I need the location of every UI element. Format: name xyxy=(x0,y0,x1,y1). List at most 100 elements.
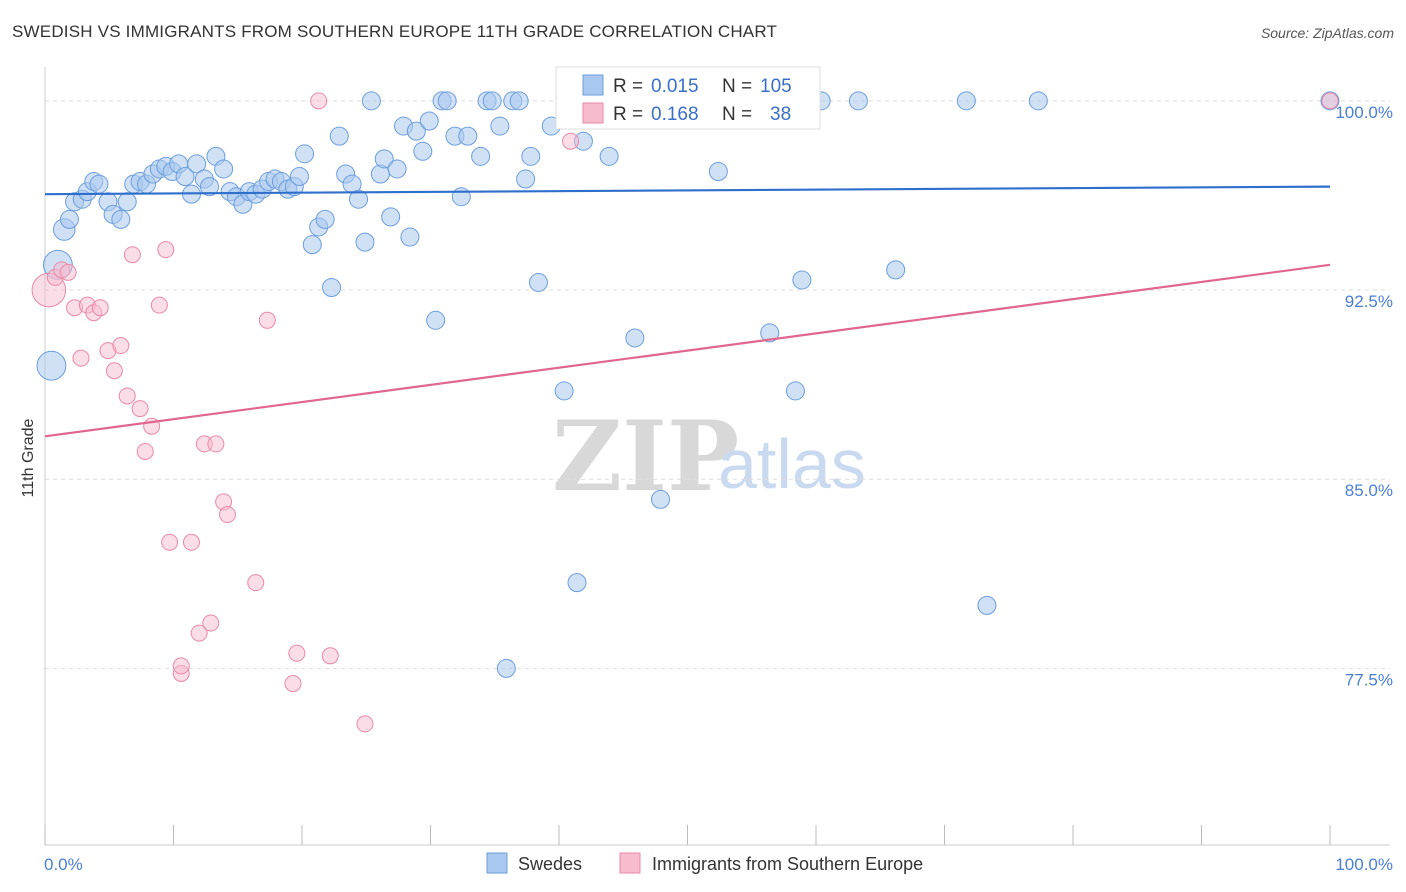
legend-label-swedes: Swedes xyxy=(518,854,582,874)
immigrants-point xyxy=(562,132,580,150)
swedes-point xyxy=(361,91,381,111)
swedes-point xyxy=(554,381,574,401)
immigrants-point xyxy=(1321,92,1339,110)
swedes-point xyxy=(528,272,548,292)
immigrants-trend-line xyxy=(44,263,1331,438)
swedes-point xyxy=(496,658,516,678)
swedes-point xyxy=(1028,91,1048,111)
swedes-point xyxy=(111,209,131,229)
swedes-points xyxy=(36,91,1340,678)
swedes-point xyxy=(760,323,780,343)
immigrants-point xyxy=(247,574,265,592)
swedes-point xyxy=(509,91,529,111)
immigrants-point xyxy=(356,715,374,733)
stats-r-value-immigrants: 0.168 xyxy=(651,104,699,125)
stats-n-value-immigrants: 38 xyxy=(770,104,791,125)
immigrants-point xyxy=(182,533,200,551)
swedes-point xyxy=(387,159,407,179)
y-axis-label: 11th Grade xyxy=(20,418,37,497)
immigrants-point xyxy=(150,296,168,314)
immigrants-point xyxy=(310,92,328,110)
stats-r-value-swedes: 0.015 xyxy=(651,76,699,97)
swedes-point xyxy=(458,126,478,146)
swedes-point xyxy=(329,126,349,146)
swedes-point xyxy=(322,278,342,298)
swedes-point xyxy=(521,146,541,166)
swedes-point xyxy=(295,144,315,164)
source-label: Source: ZipAtlas.com xyxy=(1260,25,1394,41)
legend-swatch-immigrants xyxy=(619,852,641,874)
swedes-point xyxy=(651,489,671,509)
swedes-point xyxy=(413,141,433,161)
y-tick-label: 100.0% xyxy=(1335,103,1393,122)
swedes-point xyxy=(977,595,997,615)
swedes-point xyxy=(400,227,420,247)
swedes-point xyxy=(599,146,619,166)
legend: Swedes Immigrants from Southern Europe xyxy=(486,852,923,874)
swedes-point xyxy=(89,174,109,194)
swedes-point xyxy=(451,187,471,207)
swedes-point xyxy=(381,207,401,227)
immigrants-point xyxy=(172,657,190,675)
trend-lines xyxy=(44,185,1331,438)
immigrants-point xyxy=(91,299,109,317)
immigrants-point xyxy=(190,624,208,642)
watermark-atlas: atlas xyxy=(718,425,866,503)
y-tick-label: 77.5% xyxy=(1345,670,1393,689)
swedes-point xyxy=(567,573,587,593)
stats-swatch-immigrants xyxy=(582,102,604,124)
swedes-point xyxy=(175,167,195,187)
immigrants-point xyxy=(123,246,141,264)
swedes-point xyxy=(490,116,510,136)
swedes-point xyxy=(117,192,137,212)
y-tick-labels: 100.0% 92.5% 85.0% 77.5% xyxy=(1335,103,1393,690)
stats-swatch-swedes xyxy=(582,74,604,96)
stats-n-label-swedes: N = xyxy=(722,76,752,97)
swedes-point xyxy=(426,310,446,330)
swedes-point xyxy=(437,91,457,111)
immigrants-point xyxy=(284,675,302,693)
y-tick-label: 92.5% xyxy=(1345,292,1393,311)
stats-r-label-swedes: R = xyxy=(613,76,643,97)
swedes-point xyxy=(214,159,234,179)
immigrants-point xyxy=(321,647,339,665)
swedes-point xyxy=(349,189,369,209)
immigrants-point xyxy=(105,362,123,380)
stats-n-label-immigrants: N = xyxy=(722,104,752,125)
immigrants-point xyxy=(112,337,130,355)
swedes-point xyxy=(516,169,536,189)
swedes-point xyxy=(792,270,812,290)
x-tick-label: 0.0% xyxy=(44,855,83,874)
legend-swatch-swedes xyxy=(486,852,508,874)
swedes-point xyxy=(187,154,207,174)
axes xyxy=(44,67,1390,846)
swedes-point xyxy=(848,91,868,111)
swedes-point xyxy=(199,177,219,197)
immigrants-point xyxy=(72,349,90,367)
swedes-point xyxy=(482,91,502,111)
swedes-point xyxy=(36,350,67,381)
immigrants-point xyxy=(157,241,175,259)
swedes-point xyxy=(355,232,375,252)
swedes-point xyxy=(956,91,976,111)
stats-r-label-immigrants: R = xyxy=(613,104,643,125)
swedes-point xyxy=(708,161,728,181)
swedes-point xyxy=(406,121,426,141)
swedes-point xyxy=(59,209,79,229)
swedes-point xyxy=(886,260,906,280)
swedes-point xyxy=(419,111,439,131)
immigrants-point xyxy=(202,614,220,632)
x-tick-label: 100.0% xyxy=(1335,855,1393,874)
stats-n-value-swedes: 105 xyxy=(760,76,792,97)
legend-label-immigrants: Immigrants from Southern Europe xyxy=(652,854,923,874)
y-tick-label: 85.0% xyxy=(1345,481,1393,500)
immigrants-point xyxy=(218,506,236,524)
swedes-point xyxy=(625,328,645,348)
swedes-point xyxy=(471,146,491,166)
immigrants-point xyxy=(118,387,136,405)
immigrants-point xyxy=(258,311,276,329)
immigrants-point xyxy=(207,435,225,453)
swedes-point xyxy=(785,381,805,401)
immigrants-point xyxy=(131,400,149,418)
